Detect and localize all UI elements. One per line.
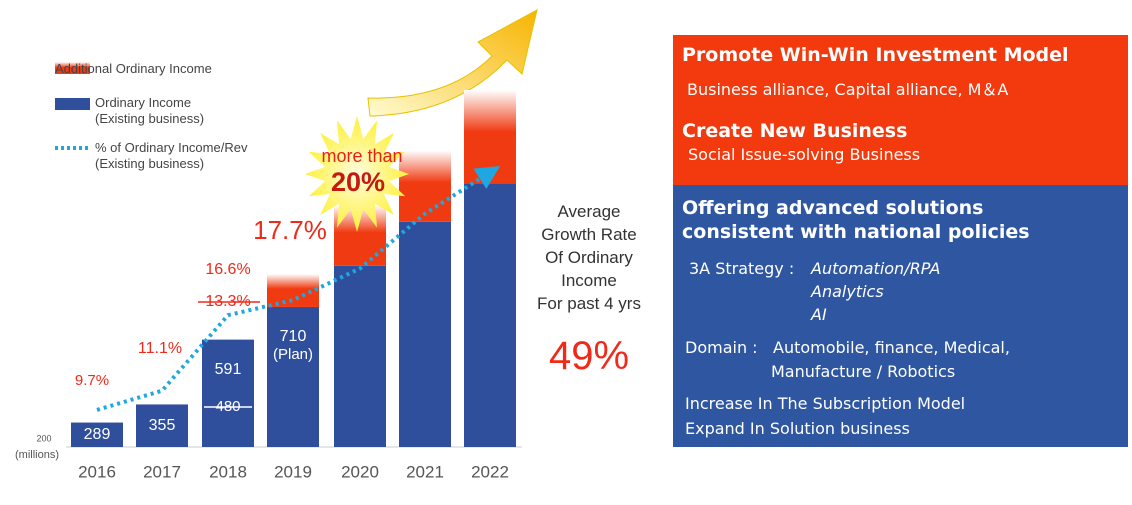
y-axis-label: (millions) <box>15 449 59 461</box>
starburst <box>304 116 410 232</box>
growth-line: Growth Rate <box>541 225 637 244</box>
legend-label: Additional Ordinary Income <box>55 61 212 76</box>
bar <box>464 183 516 447</box>
growth-line: For past 4 yrs <box>537 294 641 313</box>
panel-heading: Create New Business <box>682 120 908 142</box>
panel-heading: consistent with national policies <box>682 221 1030 243</box>
strategy-item: AI <box>811 305 827 324</box>
bar <box>267 306 319 447</box>
x-tick-label: 2018 <box>209 462 247 481</box>
red-panel: Promote Win-Win Investment Model Busines… <box>673 35 1128 185</box>
panel-heading: Offering advanced solutions <box>682 197 984 219</box>
bar-label: 289 <box>84 426 111 443</box>
bar <box>399 150 451 222</box>
growth-line: Of Ordinary <box>545 248 633 267</box>
x-tick-label: 2019 <box>274 462 312 481</box>
legend-swatch <box>55 62 90 74</box>
x-tick-label: 2016 <box>78 462 116 481</box>
domain-item: Manufacture / Robotics <box>771 362 956 381</box>
x-tick-label: 2021 <box>406 462 444 481</box>
strategy-item: Analytics <box>811 282 884 301</box>
starburst-text: more than <box>321 146 402 166</box>
pct-label: 17.7% <box>253 215 327 245</box>
growth-line: Average <box>557 202 621 221</box>
bar <box>71 422 123 447</box>
bar <box>202 339 254 447</box>
x-tick-label: 2022 <box>471 462 509 481</box>
growth-arrow <box>367 9 538 117</box>
plan-note: (Plan) <box>273 346 313 363</box>
bar-label: 710 <box>280 328 307 345</box>
legend-swatch <box>55 98 90 110</box>
bar <box>136 404 188 447</box>
panel-note: Increase In The Subscription Model <box>685 394 966 413</box>
strategy-item: Automation/RPA <box>811 259 941 278</box>
bar-label: 355 <box>149 417 176 434</box>
panel-note: Expand In Solution business <box>685 419 910 438</box>
domain-item: Automobile, finance, Medical, <box>773 338 1010 357</box>
pct-label: 16.6% <box>205 261 250 278</box>
panel-text: Business alliance, Capital alliance, M＆A <box>687 80 1009 99</box>
bar <box>399 221 451 447</box>
starburst-value: 20% <box>331 167 385 197</box>
strategy-label: 3A Strategy : <box>689 259 795 278</box>
pct-label: 11.1% <box>138 340 182 357</box>
bar <box>334 265 386 447</box>
blue-panel: Offering advanced solutions consistent w… <box>673 185 1128 447</box>
growth-value: 49% <box>548 334 630 378</box>
bar-label: 591 <box>215 361 242 378</box>
panel-text: Social Issue-solving Business <box>688 145 921 164</box>
domain-label: Domain : <box>685 338 758 357</box>
line <box>96 165 501 412</box>
y-tick-label: 200 <box>36 433 51 443</box>
pct-label: 9.7% <box>75 372 109 389</box>
growth-text: Average Growth Rate Of Ordinary Income F… <box>524 200 654 381</box>
growth-line: Income <box>561 271 617 290</box>
x-tick-label: 2017 <box>143 462 181 481</box>
chart: 200 (millions) 2016 289 2017 355 2018 591 2019 71… <box>15 9 538 481</box>
panel-heading: Promote Win-Win Investment Model <box>682 44 1069 66</box>
x-tick-label: 2020 <box>341 462 379 481</box>
bar <box>267 273 319 307</box>
bar <box>464 90 516 184</box>
legend-label: Ordinary Income (Existing business) <box>95 95 205 126</box>
legend-label: % of Ordinary Income/Rev (Existing busin… <box>95 140 248 171</box>
